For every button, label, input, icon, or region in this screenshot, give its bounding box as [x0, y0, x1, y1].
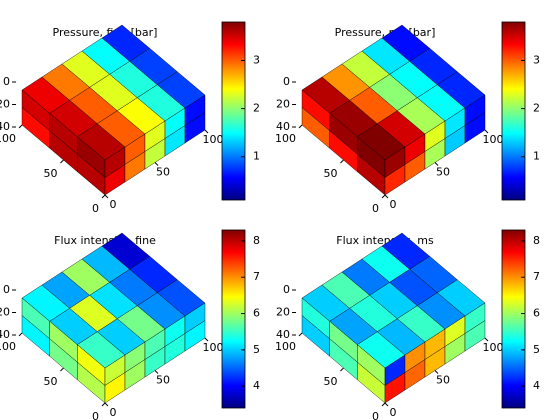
- y-tick: [18, 332, 23, 337]
- y-tick: [60, 159, 64, 164]
- colorbar-tick-label: 3: [253, 53, 260, 66]
- colorbar-tick-label: 1: [533, 150, 540, 163]
- x-tick: [154, 162, 159, 166]
- colorbar-tick-label: 4: [533, 379, 540, 392]
- panel: Flux intensity, fine05010005010002040456…: [0, 229, 260, 420]
- x-tick: [384, 402, 389, 407]
- colorbar-tick-label: 7: [253, 270, 260, 283]
- x-tick-label: 0: [110, 406, 117, 419]
- colorbar-tick-label: 5: [253, 343, 260, 356]
- x-tick-label: 50: [436, 166, 450, 179]
- y-tick-label: 0: [372, 410, 379, 420]
- z-tick-label: 0: [3, 75, 10, 88]
- x-tick-label: 100: [203, 133, 224, 146]
- y-tick-label: 0: [92, 202, 99, 215]
- z-tick-label: 0: [283, 283, 290, 296]
- x-tick: [104, 402, 109, 407]
- colorbar-tick-label: 6: [533, 307, 540, 320]
- z-tick-label: 20: [276, 98, 290, 111]
- z-tick-label: 40: [0, 120, 10, 133]
- y-tick-label: 100: [0, 340, 16, 353]
- y-tick: [381, 402, 386, 407]
- x-tick-label: 100: [483, 133, 504, 146]
- z-tick-label: 40: [0, 328, 10, 341]
- colorbar-tick-label: 8: [533, 234, 540, 247]
- colorbar-tick-label: 3: [533, 53, 540, 66]
- colorbar: [501, 229, 526, 409]
- x-tick: [204, 337, 209, 342]
- x-tick-label: 50: [436, 374, 450, 387]
- z-tick-label: 20: [0, 98, 10, 111]
- y-tick-label: 100: [275, 340, 296, 353]
- colorbar: [501, 21, 526, 201]
- colorbar: [221, 229, 246, 409]
- x-tick: [204, 129, 209, 134]
- colorbar-tick-label: 2: [533, 102, 540, 115]
- y-tick: [101, 194, 106, 199]
- y-tick: [340, 367, 344, 372]
- y-tick-label: 50: [44, 375, 58, 388]
- y-tick-label: 50: [324, 167, 338, 180]
- colorbar-tick-label: 2: [253, 102, 260, 115]
- colorbar-tick-label: 8: [253, 234, 260, 247]
- y-tick: [340, 159, 344, 164]
- colorbar-tick-label: 7: [533, 270, 540, 283]
- z-tick-label: 40: [276, 328, 290, 341]
- y-tick: [298, 332, 303, 337]
- colorbar-tick-label: 4: [253, 379, 260, 392]
- z-tick-label: 0: [3, 283, 10, 296]
- z-tick-label: 0: [283, 75, 290, 88]
- x-tick: [104, 194, 109, 199]
- z-tick-label: 20: [0, 306, 10, 319]
- y-tick-label: 0: [372, 202, 379, 215]
- y-tick: [381, 194, 386, 199]
- y-tick-label: 100: [0, 132, 16, 145]
- y-tick: [60, 367, 64, 372]
- x-tick: [484, 337, 489, 342]
- y-tick: [298, 124, 303, 129]
- colorbar-tick-label: 6: [253, 307, 260, 320]
- y-tick-label: 0: [92, 410, 99, 420]
- x-tick: [484, 129, 489, 134]
- y-tick-label: 100: [275, 132, 296, 145]
- z-tick-label: 40: [276, 120, 290, 133]
- x-tick: [154, 370, 159, 374]
- y-tick-label: 50: [44, 167, 58, 180]
- y-tick: [101, 402, 106, 407]
- z-tick-label: 20: [276, 306, 290, 319]
- x-tick-label: 100: [203, 341, 224, 354]
- colorbar-tick-label: 1: [253, 150, 260, 163]
- x-tick: [384, 194, 389, 199]
- x-tick: [434, 370, 439, 374]
- x-tick-label: 50: [156, 166, 170, 179]
- y-tick-label: 50: [324, 375, 338, 388]
- x-tick: [434, 162, 439, 166]
- x-tick-label: 0: [390, 406, 397, 419]
- colorbar: [221, 21, 246, 201]
- colorbar-tick-label: 5: [533, 343, 540, 356]
- x-tick-label: 50: [156, 374, 170, 387]
- y-tick: [18, 124, 23, 129]
- x-tick-label: 0: [110, 198, 117, 211]
- x-tick-label: 0: [390, 198, 397, 211]
- x-tick-label: 100: [483, 341, 504, 354]
